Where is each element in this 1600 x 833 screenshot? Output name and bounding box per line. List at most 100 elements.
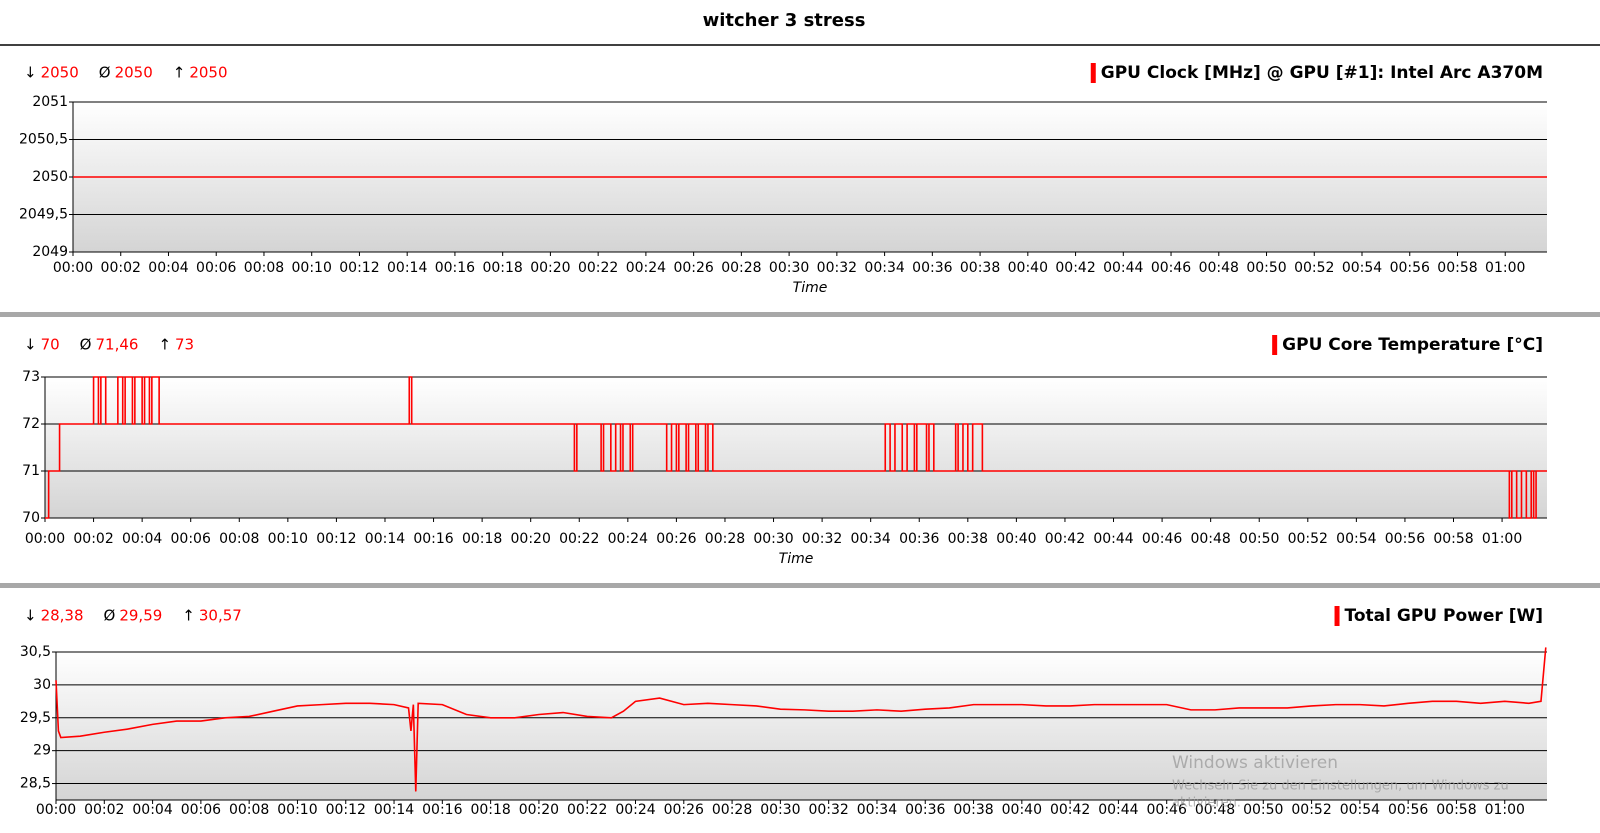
x-tick-label: 00:02 bbox=[73, 531, 113, 547]
x-tick-label: 00:40 bbox=[1002, 802, 1042, 818]
stat-symbol: ↑ bbox=[158, 336, 171, 354]
x-tick-label: 00:30 bbox=[769, 260, 809, 276]
x-tick-label: 00:00 bbox=[36, 802, 76, 818]
x-axis-title: Time bbox=[779, 551, 814, 567]
x-tick-label: 00:18 bbox=[462, 531, 502, 547]
y-tick-label: 70 bbox=[22, 510, 40, 526]
x-tick-label: 00:06 bbox=[171, 531, 211, 547]
panel-divider bbox=[0, 583, 1600, 588]
x-tick-label: 00:28 bbox=[705, 531, 745, 547]
x-tick-label: 00:00 bbox=[53, 260, 93, 276]
x-tick-label: 00:04 bbox=[122, 531, 162, 547]
x-tick-label: 00:14 bbox=[365, 531, 405, 547]
watermark-text: Wechseln Sie zu den Einstellungen, um Wi… bbox=[1172, 779, 1509, 794]
stat-value: 71,46 bbox=[95, 336, 138, 354]
x-tick-label: 00:42 bbox=[1050, 802, 1090, 818]
x-tick-label: 00:06 bbox=[181, 802, 221, 818]
x-tick-label: 00:10 bbox=[292, 260, 332, 276]
x-tick-label: 00:26 bbox=[656, 531, 696, 547]
legend-label: GPU Core Temperature [°C] bbox=[1282, 335, 1543, 355]
x-tick-label: 00:52 bbox=[1288, 531, 1328, 547]
legend-swatch bbox=[1272, 335, 1278, 355]
x-tick-label: 00:56 bbox=[1390, 260, 1430, 276]
stat-value: 28,38 bbox=[41, 607, 84, 625]
x-tick-label: 00:34 bbox=[850, 531, 890, 547]
x-tick-label: 00:44 bbox=[1103, 260, 1143, 276]
x-tick-label: 00:16 bbox=[422, 802, 462, 818]
x-tick-label: 00:34 bbox=[857, 802, 897, 818]
charts: 2049 2049,5 2050 2050,5 2051 00:00 00:02 00:04 0… bbox=[19, 63, 1547, 818]
stat-symbol: ↑ bbox=[173, 64, 186, 82]
x-tick-label: 01:00 bbox=[1482, 531, 1522, 547]
stat-symbol: ↓ bbox=[24, 607, 37, 625]
x-tick-label: 00:36 bbox=[899, 531, 939, 547]
y-tick-label: 30,5 bbox=[20, 644, 51, 660]
x-tick-label: 00:14 bbox=[387, 260, 427, 276]
legend-label: GPU Clock [MHz] @ GPU [#1]: Intel Arc A3… bbox=[1101, 63, 1543, 83]
x-tick-label: 00:38 bbox=[948, 531, 988, 547]
x-tick-label: 00:46 bbox=[1151, 260, 1191, 276]
x-tick-label: 00:50 bbox=[1246, 260, 1286, 276]
x-tick-label: 00:56 bbox=[1385, 531, 1425, 547]
x-tick-label: 00:20 bbox=[530, 260, 570, 276]
x-tick-label: 00:12 bbox=[339, 260, 379, 276]
x-tick-label: 00:28 bbox=[712, 802, 752, 818]
x-tick-label: 00:38 bbox=[960, 260, 1000, 276]
page-title: witcher 3 stress bbox=[703, 10, 866, 31]
x-tick-label: 00:36 bbox=[912, 260, 952, 276]
x-tick-label: 00:48 bbox=[1195, 802, 1235, 818]
x-tick-label: 00:42 bbox=[1055, 260, 1095, 276]
stat-symbol: Ø bbox=[99, 64, 111, 82]
y-tick-label: 29 bbox=[33, 743, 51, 759]
x-tick-label: 00:12 bbox=[326, 802, 366, 818]
panel-divider bbox=[0, 312, 1600, 317]
y-tick-label: 71 bbox=[22, 463, 40, 479]
plot-area bbox=[45, 377, 1547, 518]
x-tick-label: 00:44 bbox=[1098, 802, 1138, 818]
x-tick-label: 00:30 bbox=[760, 802, 800, 818]
x-tick-label: 00:22 bbox=[567, 802, 607, 818]
x-tick-label: 00:22 bbox=[559, 531, 599, 547]
x-tick-label: 00:04 bbox=[148, 260, 188, 276]
stat-value: 30,57 bbox=[199, 607, 242, 625]
x-tick-label: 00:58 bbox=[1433, 531, 1473, 547]
x-tick-label: 00:16 bbox=[435, 260, 475, 276]
x-tick-label: 00:00 bbox=[25, 531, 65, 547]
x-tick-label: 00:54 bbox=[1342, 260, 1382, 276]
x-tick-label: 00:40 bbox=[996, 531, 1036, 547]
y-tick-label: 30 bbox=[33, 677, 51, 693]
stat-value: 2050 bbox=[189, 64, 227, 82]
x-tick-label: 00:22 bbox=[578, 260, 618, 276]
stat-symbol: ↑ bbox=[182, 607, 195, 625]
stat-symbol: ↓ bbox=[24, 64, 37, 82]
x-tick-label: 00:48 bbox=[1199, 260, 1239, 276]
x-tick-label: 01:00 bbox=[1485, 260, 1525, 276]
stat-value: 73 bbox=[175, 336, 194, 354]
y-tick-label: 72 bbox=[22, 416, 40, 432]
series-line bbox=[55, 647, 1547, 792]
stat-value: 70 bbox=[41, 336, 60, 354]
x-tick-label: 00:54 bbox=[1336, 531, 1376, 547]
x-tick-label: 00:32 bbox=[817, 260, 857, 276]
legend-label: Total GPU Power [W] bbox=[1345, 606, 1543, 626]
x-axis-title: Time bbox=[793, 280, 828, 296]
x-tick-label: 00:38 bbox=[953, 802, 993, 818]
x-tick-label: 00:24 bbox=[615, 802, 655, 818]
x-tick-label: 00:58 bbox=[1437, 260, 1477, 276]
x-tick-label: 00:02 bbox=[84, 802, 124, 818]
x-tick-label: 00:54 bbox=[1340, 802, 1380, 818]
x-tick-label: 00:24 bbox=[626, 260, 666, 276]
x-tick-label: 00:04 bbox=[132, 802, 172, 818]
x-tick-label: 00:14 bbox=[374, 802, 414, 818]
stat-symbol: ↓ bbox=[24, 336, 37, 354]
x-tick-label: 00:18 bbox=[470, 802, 510, 818]
x-tick-label: 00:58 bbox=[1436, 802, 1476, 818]
watermark: Windows aktivieren Wechseln Sie zu den E… bbox=[1172, 753, 1509, 811]
x-tick-label: 00:44 bbox=[1093, 531, 1133, 547]
y-tick-label: 2050,5 bbox=[19, 132, 68, 148]
x-tick-label: 00:08 bbox=[219, 531, 259, 547]
x-tick-label: 00:52 bbox=[1294, 260, 1334, 276]
x-tick-label: 00:06 bbox=[196, 260, 236, 276]
x-tick-label: 00:32 bbox=[808, 802, 848, 818]
